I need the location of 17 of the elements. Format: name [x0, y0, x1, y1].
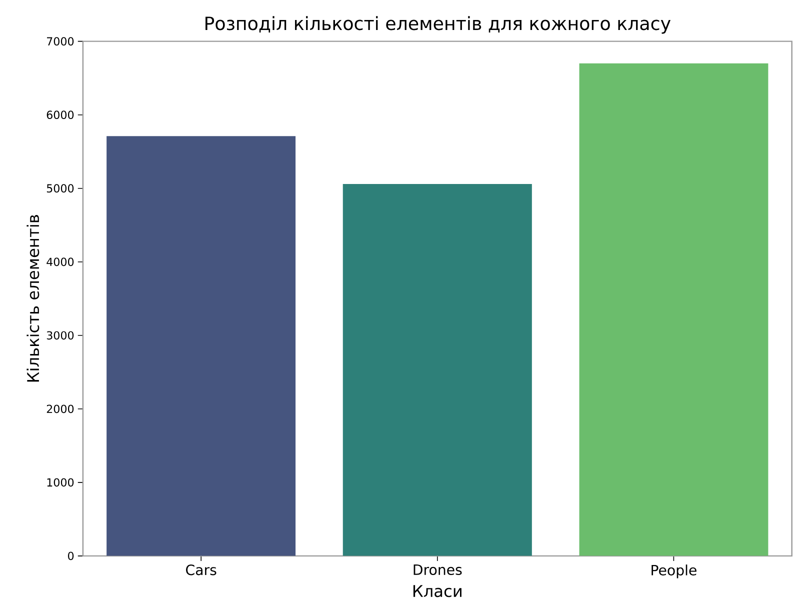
x-axis-title: Класи	[413, 585, 462, 598]
bar	[106, 136, 296, 556]
x-tick-label: Drones	[414, 564, 462, 576]
bar	[579, 64, 768, 556]
y-tick-label: 7000	[47, 37, 74, 46]
y-tick-label: 2000	[46, 404, 74, 414]
y-axis-title: Кількість елементів	[26, 215, 40, 382]
chart-title: Розподіл кількості елементів для кожного класу	[206, 16, 671, 34]
x-tick-label: Cars	[186, 564, 216, 576]
y-tick-label: 0	[68, 552, 74, 560]
bar	[342, 184, 532, 556]
y-tick-label: 1000	[47, 478, 74, 487]
y-tick-label: 4000	[46, 258, 74, 266]
y-tick-label: 3000	[46, 331, 74, 340]
x-tick-label: People	[652, 564, 696, 578]
y-tick-label: 5000	[46, 184, 74, 193]
y-tick-label: 6000	[46, 110, 74, 120]
